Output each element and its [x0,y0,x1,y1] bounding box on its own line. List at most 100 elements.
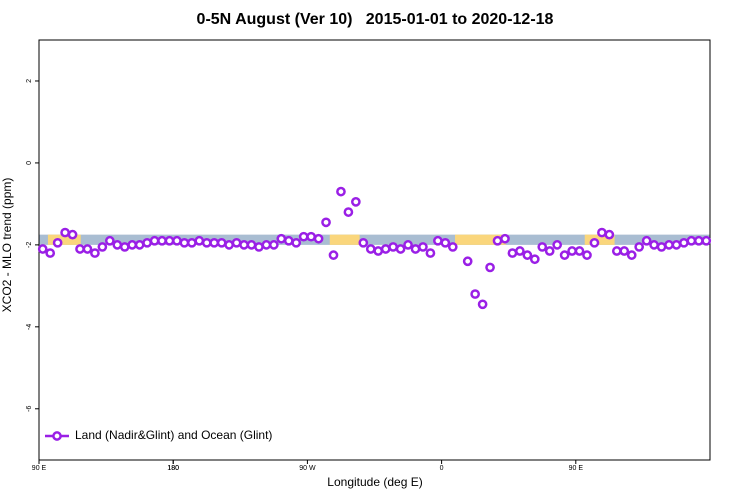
data-point [567,246,577,256]
data-point [90,248,100,258]
land-band [47,234,81,245]
data-point [269,240,279,250]
data-point [611,246,622,256]
data-point [82,244,93,254]
y-tick-label: -6 [26,406,33,412]
y-axis-label: XCO2 - MLO trend (ppm) [0,178,14,313]
data-point [671,240,682,250]
data-point [351,197,361,207]
data-point [664,240,674,250]
data-point [656,242,667,252]
data-point [60,227,70,238]
y-tick-label: -2 [26,242,33,248]
data-point [201,237,212,248]
data-point [701,235,712,246]
data-point [693,235,704,246]
data-point [328,250,339,260]
data-point [529,254,540,265]
data-point [246,240,257,250]
x-tick-label: 180 [167,465,179,472]
data-point [291,237,302,248]
data-point [298,231,309,242]
data-point [75,244,85,254]
data-point [97,242,108,252]
data-point [224,240,234,250]
y-tick-label: 0 [26,161,33,165]
land-band [329,234,360,245]
data-point [112,240,123,250]
x-axis-label: Longitude (deg E) [327,475,422,489]
data-point [559,250,570,260]
data-point [164,235,175,246]
data-point [104,235,115,246]
data-point [45,248,56,258]
data-point [641,235,652,246]
data-point [306,231,316,242]
data-point [380,244,391,254]
data-point [395,244,406,254]
chart-title: 0-5N August (Ver 10) 2015-01-01 to 2020-… [197,11,554,28]
x-tick-label: 90 W [299,465,316,472]
data-point [477,299,488,310]
data-point [619,246,630,256]
data-point [686,235,697,246]
data-point [149,235,160,246]
legend-label: Land (Nadir&Glint) and Ocean (Glint) [75,428,272,442]
data-point [142,237,152,248]
data-point [634,242,645,252]
data-point [157,235,167,246]
data-point [470,289,480,299]
data-point [492,235,503,246]
data-point [343,207,354,217]
legend-marker [52,431,62,441]
land-band [584,234,615,245]
data-point [336,186,346,197]
data-point [119,242,130,252]
data-point [433,235,443,246]
data-point [574,246,585,256]
data-point [425,248,436,258]
data-point [67,229,78,240]
data-point [522,250,533,260]
data-point [239,240,249,250]
data-point [134,240,145,250]
data-point [582,250,592,260]
data-point [313,233,324,244]
data-point [231,237,242,248]
data-point [515,246,525,256]
data-point [447,242,458,252]
data-point [373,246,384,256]
data-point [283,235,294,246]
data-point [37,244,48,254]
data-point [254,242,264,252]
data-point [172,235,182,246]
data-point [209,237,220,248]
data-point [462,256,473,267]
data-point [537,242,548,252]
x-tick-label: 90 E [32,465,47,472]
data-point [485,262,495,273]
data-point [500,233,510,244]
y-tick-label: -4 [26,324,33,330]
data-point [358,237,369,248]
data-point [649,240,659,250]
data-point [589,237,600,248]
x-tick-label: 90 E [569,465,584,472]
data-point [552,240,563,250]
data-point [388,242,398,252]
data-point [216,237,227,248]
data-point [544,246,555,256]
data-point [410,244,421,254]
data-point [597,227,607,238]
data-point [604,229,615,240]
data-point [276,233,287,244]
x-tick-label: 0 [440,465,444,472]
data-point [127,240,138,250]
data-point [365,244,376,254]
data-point [194,235,205,246]
x-tick-label: 180 [167,465,179,472]
data-point [186,237,197,248]
data-point [626,250,637,260]
data-point [507,248,518,258]
